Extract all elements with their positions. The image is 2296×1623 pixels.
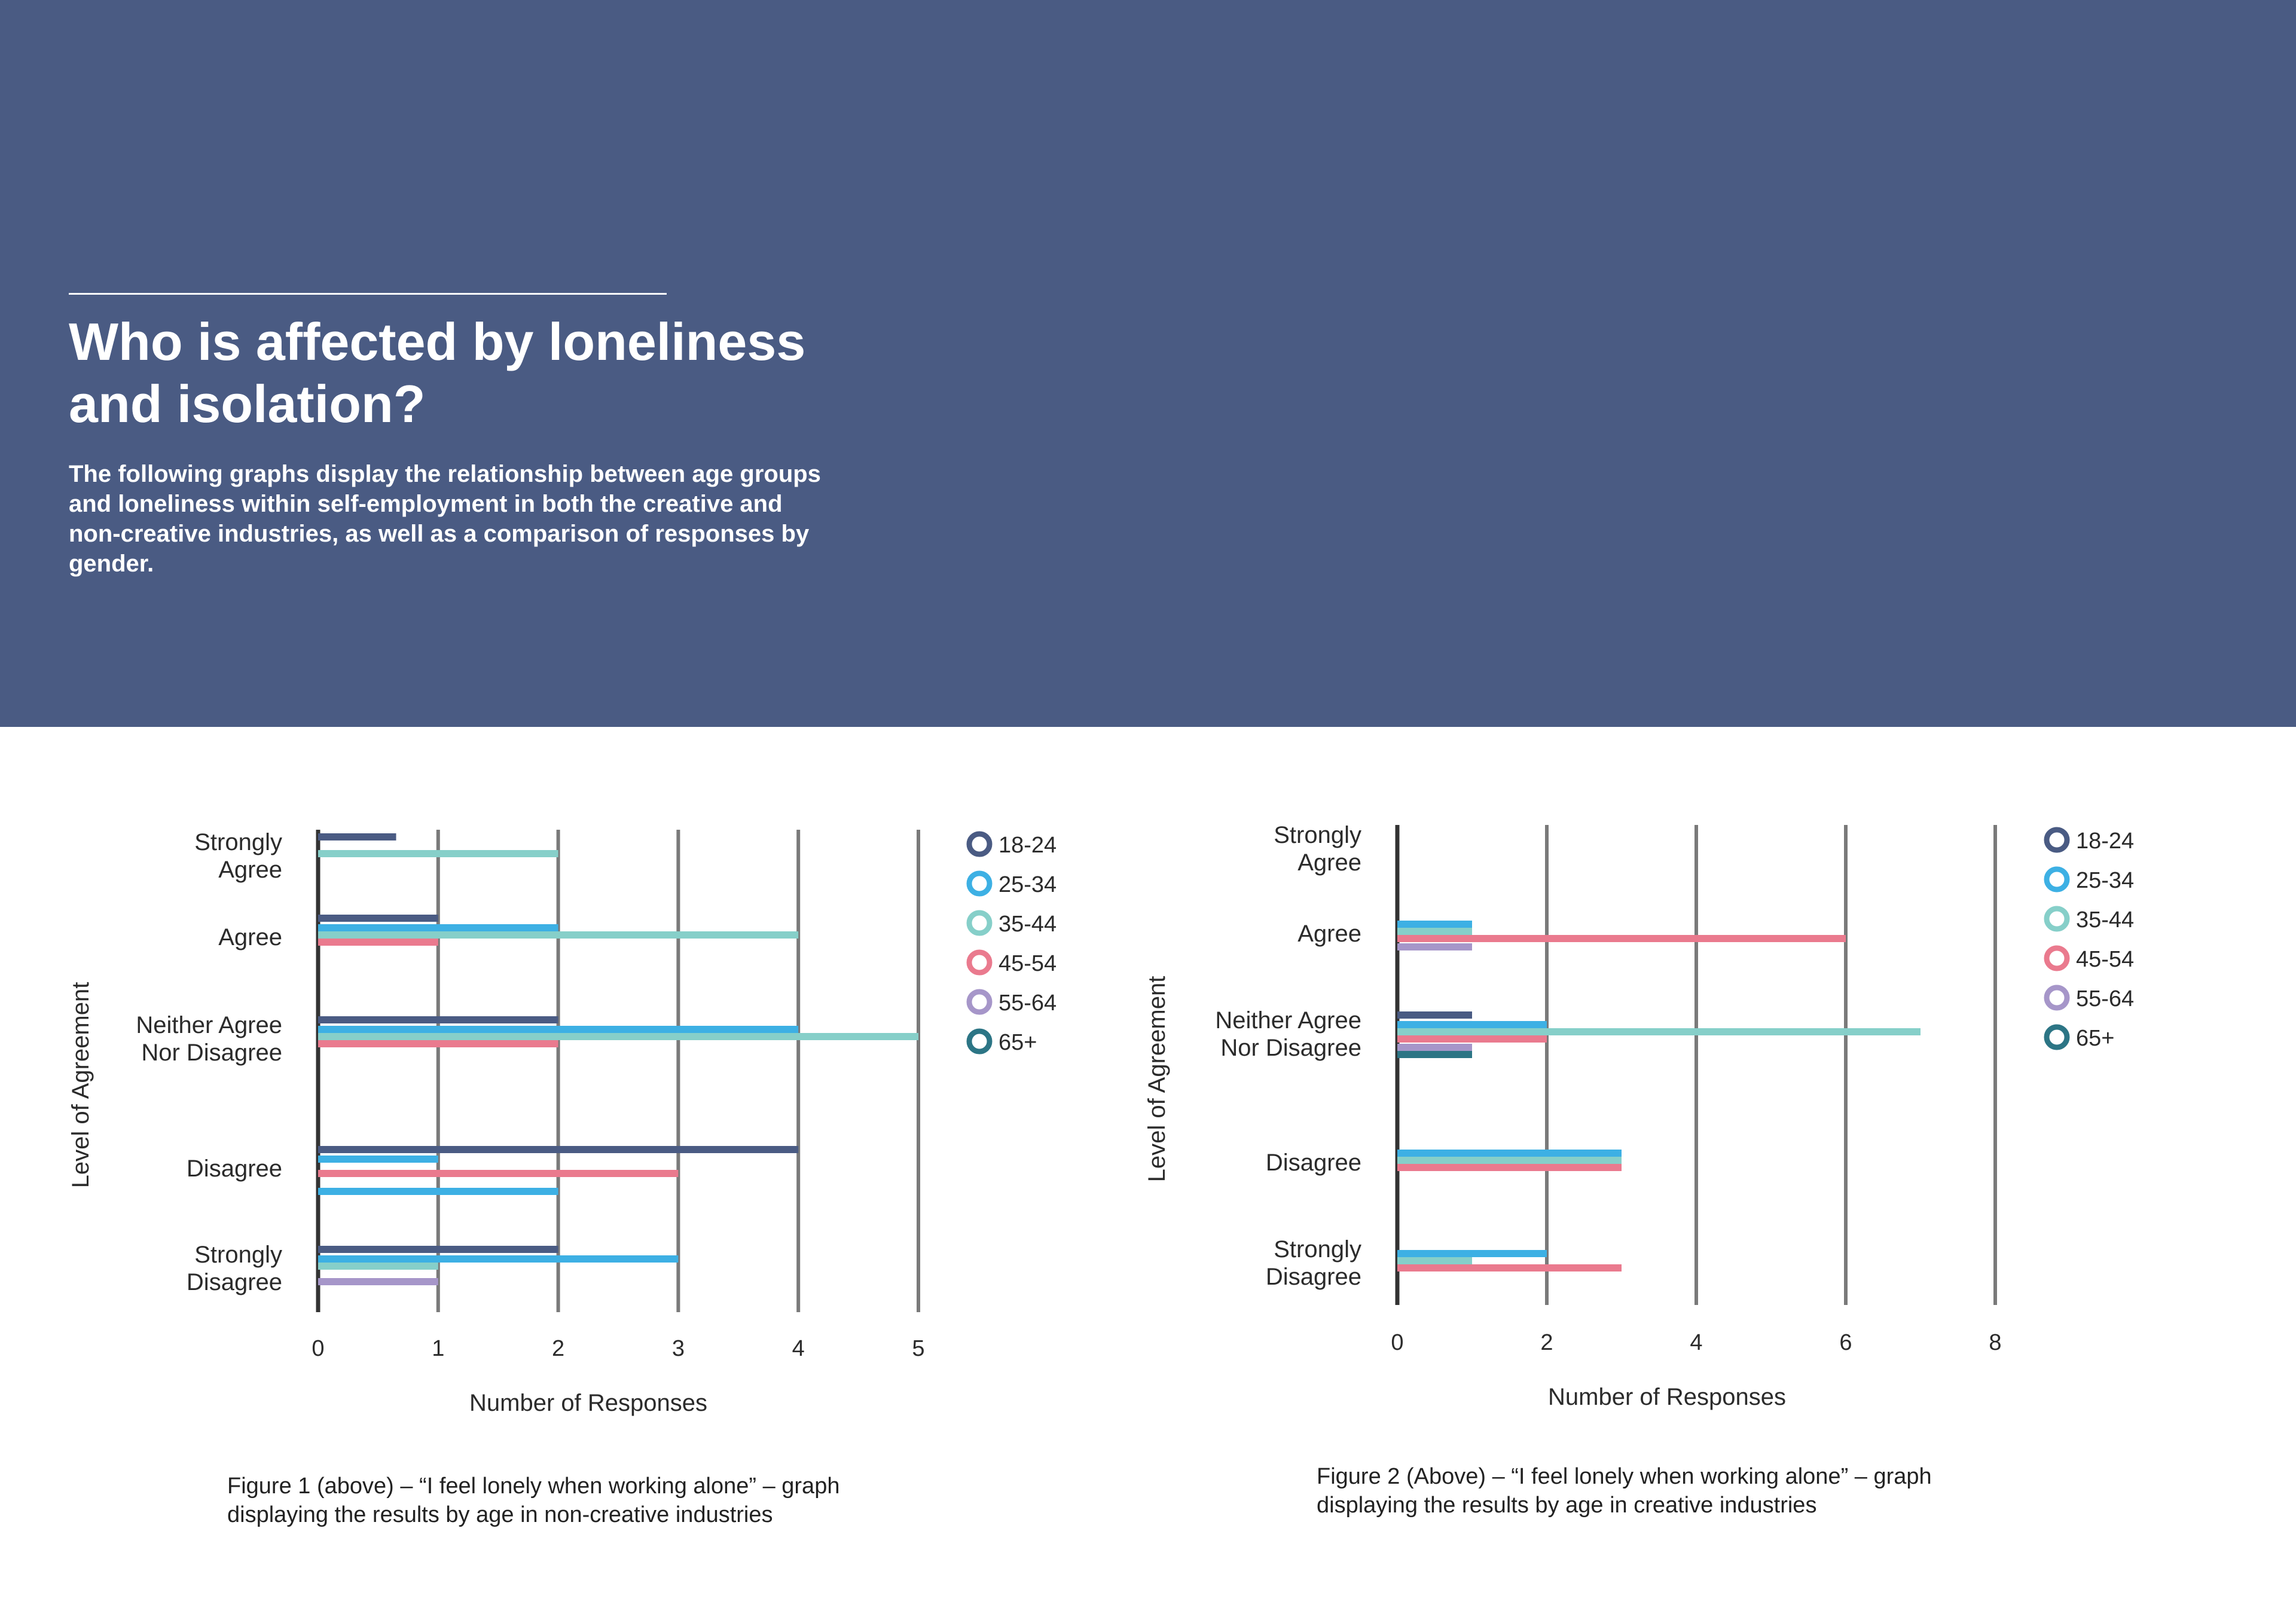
chart-1-caption: Figure 1 (above) – “I feel lonely when w… (227, 1472, 897, 1529)
bar (1397, 1164, 1622, 1171)
chart-2-caption: Figure 2 (Above) – “I feel lonely when w… (1317, 1462, 2022, 1520)
bar (1397, 943, 1472, 950)
legend-marker-icon (2047, 988, 2067, 1008)
legend-label: 35-44 (2076, 907, 2134, 933)
bar (1397, 1157, 1622, 1164)
y-axis-label: Level of Agreement (1144, 976, 1170, 1182)
legend-marker-icon (2047, 909, 2067, 929)
bar (1397, 921, 1472, 928)
bar (1397, 928, 1472, 935)
bar (1397, 1011, 1472, 1019)
legend-marker-icon (2047, 830, 2067, 850)
x-axis-label: Number of Responses (1548, 1384, 1786, 1410)
legend-label: 25-34 (2076, 868, 2134, 893)
category-label: Strongly Disagree (1266, 1236, 1361, 1290)
legend-marker-icon (2047, 869, 2067, 890)
category-label: Disagree (1266, 1150, 1361, 1176)
category-label: Agree (1297, 921, 1361, 947)
x-tick-label: 0 (1391, 1330, 1403, 1355)
category-label: Neither Agree Nor Disagree (1215, 1007, 1361, 1061)
legend-label: 65+ (2076, 1026, 2114, 1051)
legend-label: 55-64 (2076, 986, 2134, 1011)
bar (1397, 1150, 1622, 1157)
bar (1397, 1257, 1472, 1264)
bar (1397, 935, 1846, 942)
chart-2-creative: 0 2 4 6 8 Strongly Agree Agree Neither Agree Nor … (0, 0, 2296, 1623)
x-tick-label: 2 (1540, 1330, 1553, 1355)
legend-label: 45-54 (2076, 947, 2134, 972)
bar (1397, 1028, 1921, 1035)
x-tick-label: 8 (1989, 1330, 2001, 1355)
legend-marker-icon (2047, 1027, 2067, 1047)
bar (1397, 1044, 1472, 1051)
legend-label: 18-24 (2076, 829, 2134, 854)
bar (1397, 1250, 1547, 1257)
bar (1397, 1021, 1547, 1028)
legend-marker-icon (2047, 948, 2067, 968)
x-tick-label: 6 (1839, 1330, 1852, 1355)
x-tick-label: 4 (1690, 1330, 1702, 1355)
bar (1397, 1264, 1622, 1271)
bar (1397, 1051, 1472, 1058)
bar (1397, 1035, 1547, 1043)
category-label: Strongly Agree (1274, 822, 1361, 876)
